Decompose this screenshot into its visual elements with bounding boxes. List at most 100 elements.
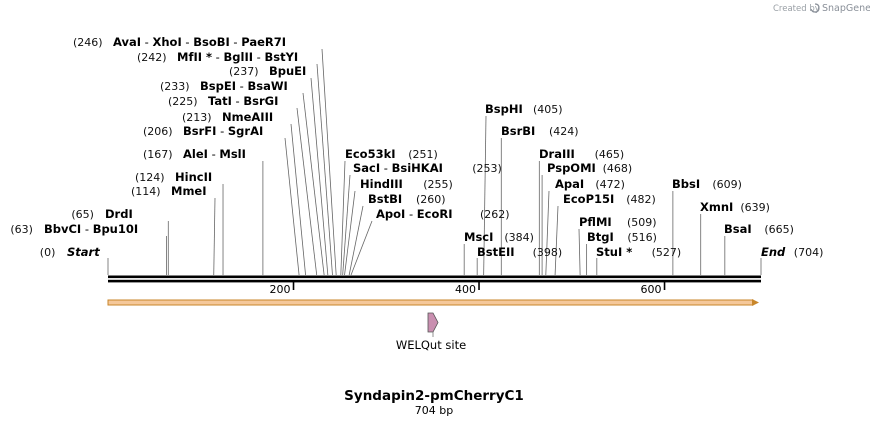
enzyme-name: BbsI: [672, 177, 700, 191]
enzyme-name: ApoI: [376, 207, 405, 221]
enzyme-name: PflMI: [579, 215, 612, 229]
site-position: (465): [595, 148, 625, 161]
enzyme-name: EcoRI: [417, 207, 453, 221]
site-label[interactable]: (237) BpuEI: [229, 64, 306, 78]
enzyme-name: HincII: [175, 170, 212, 184]
site-label[interactable]: (233) BspEI - BsaWI: [160, 79, 288, 93]
enzyme-name: BstBI: [368, 192, 402, 206]
site-label[interactable]: DraIII (465): [539, 147, 624, 161]
site-position: (63): [10, 223, 33, 236]
site-label[interactable]: BtgI (516): [587, 230, 657, 244]
snapgene-logo-icon: [810, 3, 820, 13]
enzyme-name: BbvCI: [44, 222, 81, 236]
site-label[interactable]: PspOMI (468): [547, 161, 632, 175]
site-line: [344, 190, 356, 276]
site-label[interactable]: (124) HincII: [135, 170, 212, 184]
enzyme-name: StuI *: [596, 245, 632, 259]
site-label[interactable]: Eco53kI (251): [345, 147, 438, 161]
sequence-length: 704 bp: [415, 404, 453, 417]
site-label[interactable]: XmnI (639): [700, 200, 770, 214]
site-label[interactable]: ApaI (472): [555, 177, 625, 191]
enzyme-name: BsrBI: [501, 124, 535, 138]
enzyme-name: MscI: [464, 230, 493, 244]
site-lines: [107, 48, 762, 276]
site-position: (253): [472, 162, 502, 175]
site-line: [213, 197, 216, 276]
enzyme-name: BpuEI: [269, 64, 306, 78]
site-label[interactable]: (114) MmeI: [131, 184, 207, 198]
site-label[interactable]: (63) BbvCI - Bpu10I: [10, 222, 138, 236]
enzyme-name: DrdI: [105, 207, 133, 221]
site-position: (472): [595, 178, 625, 191]
site-label[interactable]: BsaI (665): [724, 222, 794, 236]
site-position: (237): [229, 65, 259, 78]
ruler-tick-label: 200: [270, 283, 291, 296]
site-position: (398): [533, 246, 563, 259]
site-line: [316, 63, 333, 276]
site-label[interactable]: (225) TatI - BsrGI: [168, 94, 278, 108]
site-label[interactable]: HindIII (255): [360, 177, 453, 191]
site-position: (384): [504, 231, 534, 244]
site-position: (516): [627, 231, 657, 244]
enzyme-name: BstYI: [264, 50, 298, 64]
site-separator: -: [81, 222, 92, 236]
enzyme-name: AleI: [183, 147, 208, 161]
enzyme-name: MslI: [219, 147, 246, 161]
enzyme-name: ApaI: [555, 177, 584, 191]
enzyme-name: BtgI: [587, 230, 614, 244]
site-label[interactable]: (65) DrdI: [71, 207, 132, 221]
site-label[interactable]: StuI * (527): [596, 245, 681, 259]
welqut-site-feature[interactable]: [427, 312, 439, 337]
site-position: (0): [40, 246, 56, 259]
site-label[interactable]: BstBI (260): [368, 192, 446, 206]
site-label[interactable]: PflMI (509): [579, 215, 657, 229]
site-separator: -: [182, 35, 193, 49]
site-separator: -: [253, 50, 264, 64]
site-label[interactable]: BsrBI (424): [501, 124, 579, 138]
site-label[interactable]: (206) BsrFI - SgrAI: [143, 124, 263, 138]
site-position: (468): [603, 162, 633, 175]
enzyme-name: BsrGI: [243, 94, 278, 108]
enzyme-name: XhoI: [153, 35, 182, 49]
enzyme-name: XmnI: [700, 200, 733, 214]
site-separator: -: [216, 124, 227, 138]
site-line: [554, 205, 559, 276]
sequence-title: Syndapin2-pmCherryC1: [344, 388, 524, 404]
site-label[interactable]: (242) MfII * - BglII - BstYI: [137, 50, 298, 64]
ruler-tick-label: 600: [641, 283, 662, 296]
orf-arrow: [107, 299, 759, 306]
enzyme-name: Start: [67, 245, 100, 259]
site-line: [296, 107, 318, 276]
site-separator: -: [236, 79, 247, 93]
site-position: (233): [160, 80, 190, 93]
site-labels: (0) Start (63) BbvCI - Bpu10I(65) DrdI (114) M…: [10, 35, 823, 259]
site-separator: -: [380, 161, 391, 175]
enzyme-name: HindIII: [360, 177, 403, 191]
site-label[interactable]: SacI - BsiHKAI (253): [353, 161, 502, 175]
site-label[interactable]: MscI (384): [464, 230, 534, 244]
site-label[interactable]: BstEII (398): [477, 245, 562, 259]
enzyme-name: BsaWI: [247, 79, 287, 93]
site-position: (167): [143, 148, 173, 161]
site-line: [302, 92, 325, 276]
site-position: (527): [652, 246, 682, 259]
site-label[interactable]: (0) Start: [40, 245, 100, 259]
site-label[interactable]: ApoI - EcoRI (262): [376, 207, 510, 221]
site-label[interactable]: (167) AleI - MslI: [143, 147, 246, 161]
site-position: (609): [712, 178, 742, 191]
site-label[interactable]: BspHI (405): [485, 102, 563, 116]
site-label[interactable]: BbsI (609): [672, 177, 742, 191]
enzyme-name: BsiHKAI: [392, 161, 443, 175]
site-position: (114): [131, 185, 161, 198]
site-label[interactable]: (246) AvaI - XhoI - BsoBI - PaeR7I: [73, 35, 286, 49]
site-label[interactable]: (213) NmeAIII: [182, 110, 273, 124]
site-line: [350, 220, 373, 276]
backbone-top-strand: [108, 275, 761, 279]
site-separator: -: [405, 207, 416, 221]
enzyme-name: PaeR7I: [241, 35, 286, 49]
site-line: [321, 48, 337, 276]
site-label[interactable]: End (704): [761, 245, 823, 259]
site-label[interactable]: EcoP15I (482): [563, 192, 656, 206]
